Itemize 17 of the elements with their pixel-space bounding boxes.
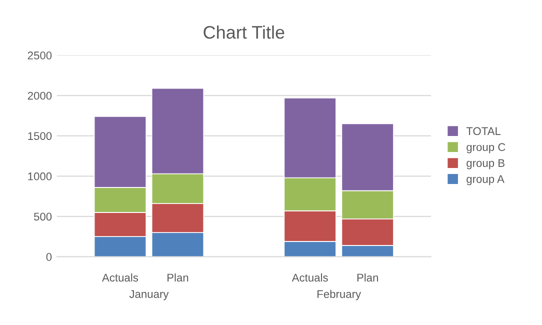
x-tick-label: Actuals	[102, 273, 138, 282]
y-tick-label: 500	[34, 212, 52, 221]
y-tick-label: 1000	[28, 172, 52, 180]
y-tick-label: 2000	[28, 92, 52, 100]
y-tick-label: 2500	[28, 52, 52, 60]
text: February	[318, 290, 362, 300]
legend-label: group A	[466, 175, 504, 186]
legend-label: TOTAL	[466, 127, 501, 136]
x-tick-label: Plan	[168, 273, 188, 282]
y-tick-label: 0	[46, 253, 52, 261]
chart-title: Chart Title	[204, 26, 284, 39]
legend-label: group C	[466, 143, 506, 154]
y-tick-label: 1500	[28, 132, 52, 140]
text: January	[129, 290, 169, 300]
x-tick-label: Actuals	[292, 273, 328, 282]
x-tick-label: Plan	[357, 273, 378, 282]
legend-label: group B	[466, 159, 504, 170]
